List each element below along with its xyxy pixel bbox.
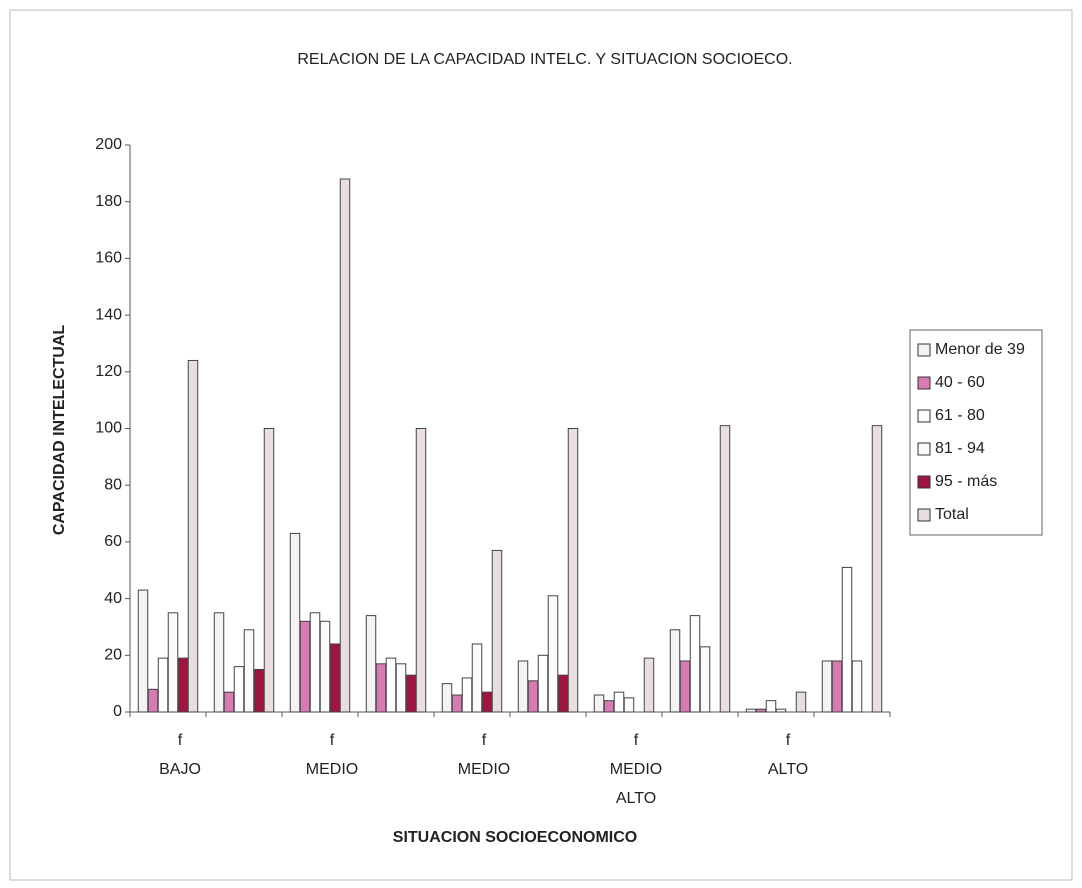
bar [623,697,635,713]
legend-swatch [917,508,931,522]
x-tick-label: f MEDIO ALTO [609,732,663,807]
legend-label: 81 - 94 [935,440,985,457]
bar [289,532,301,713]
bar [441,683,453,713]
bar [527,680,539,713]
bar [167,612,179,713]
y-tick-label: 160 [95,250,122,267]
bar [603,700,615,713]
bar [299,620,311,713]
bar [851,660,863,713]
bar [775,708,787,713]
bar [187,359,199,713]
bar [669,629,681,713]
legend-label: Total [935,506,969,523]
legend-swatch [917,475,931,489]
legend-label: 40 - 60 [935,374,985,391]
y-tick-label: 80 [104,476,122,493]
bar [375,663,387,713]
bar [557,674,569,713]
bar [233,666,245,713]
x-tick-label: f MEDIO [305,732,359,778]
bar [339,178,351,713]
bar [365,615,377,713]
bar [765,700,777,713]
bar [137,589,149,713]
bar [385,657,397,713]
x-tick-label: f BAJO [159,732,201,778]
bar [613,691,625,713]
bar [795,691,807,713]
y-tick-label: 180 [95,193,122,210]
bar [405,674,417,713]
bar [699,646,711,713]
legend-box [909,329,1043,536]
bar [643,657,655,713]
bar [243,629,255,713]
legend-swatch [917,442,931,456]
legend-label: 95 - más [935,473,997,490]
bar [593,694,605,713]
bar [831,660,843,713]
y-axis-label: CAPACIDAD INTELECTUAL [51,325,68,536]
bar [821,660,833,713]
bar [451,694,463,713]
y-tick-label: 0 [113,703,122,720]
bar [177,657,189,713]
bar [157,657,169,713]
bar [147,688,159,713]
bar [841,566,853,713]
x-axis-label: SITUACION SOCIOECONOMICO [393,829,637,846]
bar [719,425,731,713]
y-tick-label: 140 [95,306,122,323]
y-tick-label: 20 [104,647,122,664]
bar [319,620,331,713]
bar [745,708,757,713]
legend-swatch [917,343,931,357]
bar [517,660,529,713]
x-tick-label: f MEDIO [457,732,511,778]
y-tick-label: 120 [95,363,122,380]
legend-label: Menor de 39 [935,341,1025,358]
legend-swatch [917,409,931,423]
legend-swatch [917,376,931,390]
bar [263,428,275,713]
bar [253,668,265,713]
bar [309,612,321,713]
y-tick-label: 40 [104,590,122,607]
bar [689,615,701,713]
bar [567,428,579,713]
bar [395,663,407,713]
bar [329,643,341,713]
bar [491,549,503,713]
bar [461,677,473,713]
bar [213,612,225,713]
legend-label: 61 - 80 [935,407,985,424]
chart-border [9,9,1073,881]
bar [679,660,691,713]
bar [755,708,767,713]
bar [223,691,235,713]
bar [871,425,883,713]
x-tick-label: f ALTO [767,732,809,778]
y-tick-label: 100 [95,420,122,437]
bar [547,595,559,713]
bar [471,643,483,713]
y-tick-label: 60 [104,533,122,550]
bar [537,654,549,713]
chart-title: RELACION DE LA CAPACIDAD INTELC. Y SITUA… [297,51,792,68]
bar [415,428,427,713]
bar [481,691,493,713]
y-tick-label: 200 [95,136,122,153]
